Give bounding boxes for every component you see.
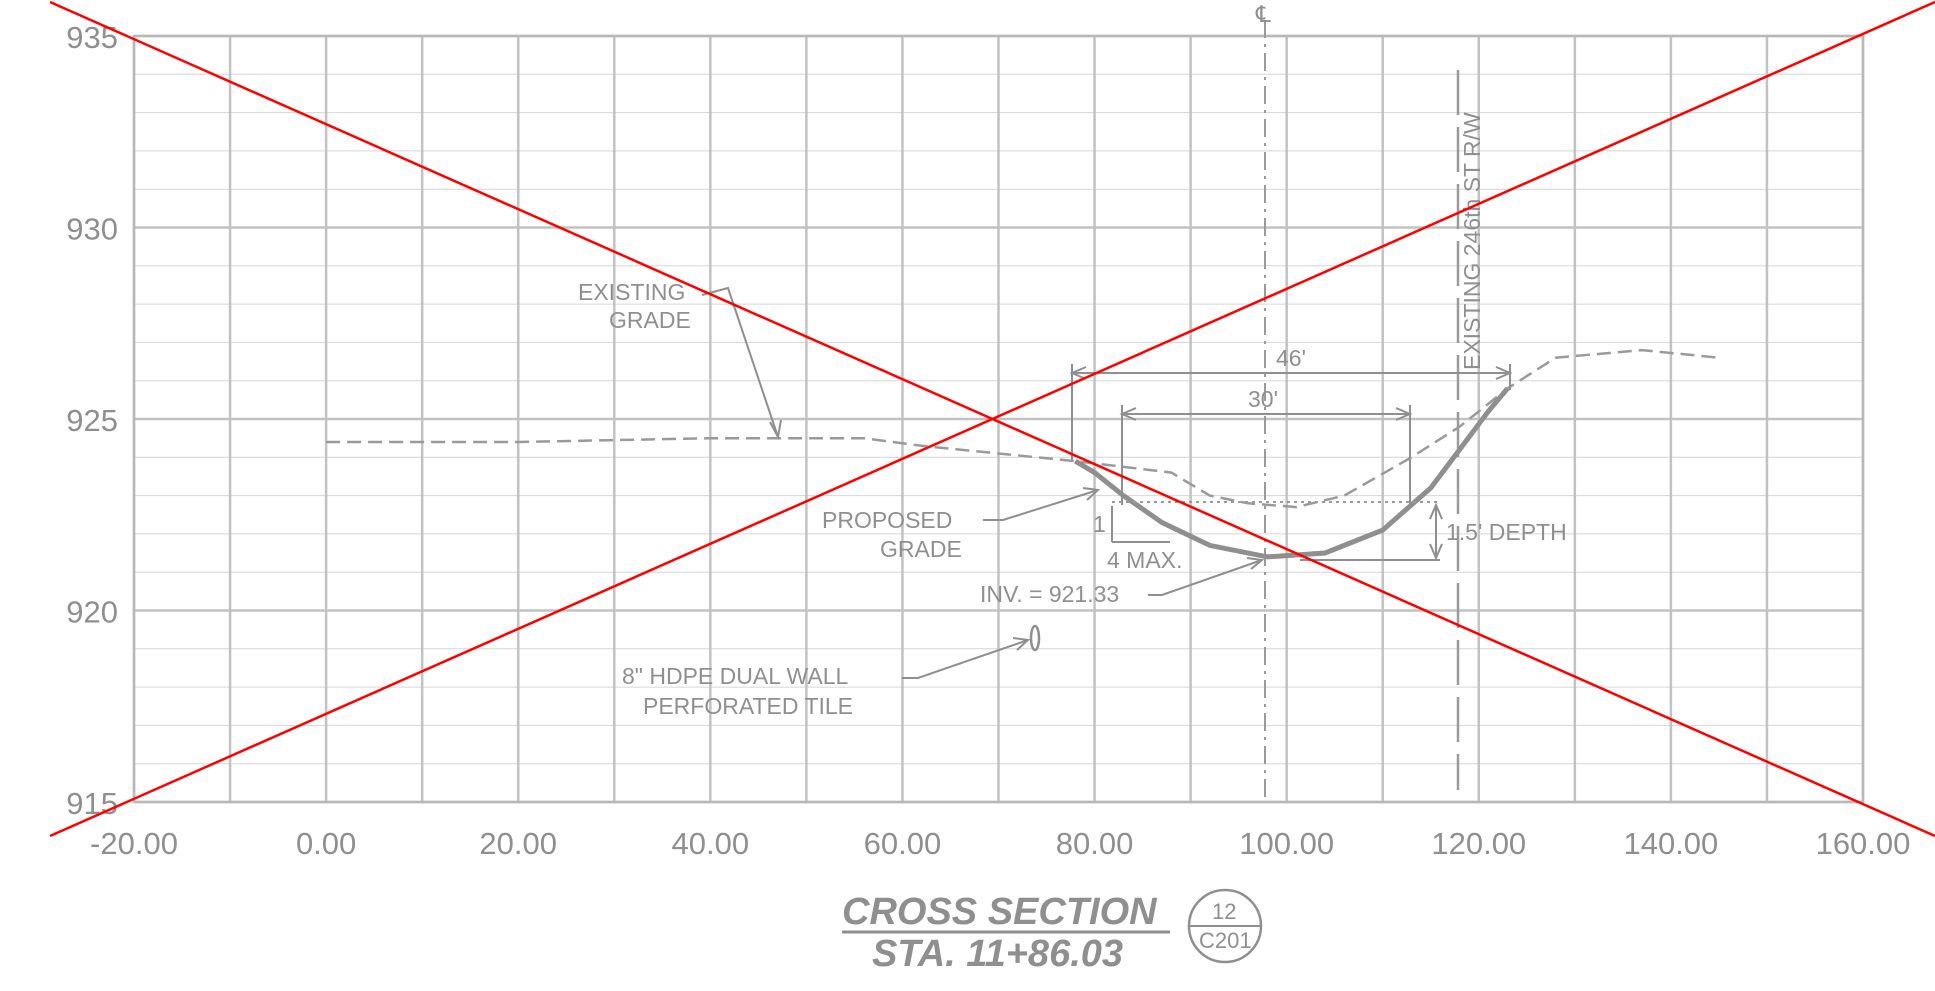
void-cross-line-2 [49, 0, 1935, 838]
x-tick-label: 100.00 [1239, 826, 1334, 861]
x-tick-label: 80.00 [1056, 826, 1134, 861]
tile-leader [902, 637, 1031, 679]
slope-indicator [1111, 506, 1170, 543]
x-tick-label: -20.00 [90, 826, 178, 861]
invert-label: INV. = 921.33 [980, 581, 1119, 607]
dimension-30 [1119, 405, 1413, 505]
existing-grade-label-1: EXISTING [578, 279, 685, 305]
centerline-symbol: ℄ [1255, 1, 1271, 27]
proposed-grade-label-1: PROPOSED [822, 507, 952, 533]
depth-label: 1.5' DEPTH [1446, 519, 1567, 545]
x-tick-label: 20.00 [479, 826, 557, 861]
existing-grade-line [326, 348, 1720, 509]
proposed-grade-label-2: GRADE [880, 536, 962, 562]
station-label: STA. 11+86.03 [872, 933, 1123, 975]
y-tick-label: 920 [66, 595, 118, 630]
reference-bubble [1187, 888, 1263, 964]
reference-sheet: C201 [1199, 928, 1252, 953]
depth-dimension [1300, 502, 1443, 561]
y-tick-label: 930 [66, 212, 118, 247]
existing-grade-label-2: GRADE [609, 307, 691, 333]
tile-label-2: PERFORATED TILE [643, 693, 853, 719]
major-grid [132, 34, 1865, 804]
x-tick-label: 0.00 [296, 826, 356, 861]
y-axis-ticks: 935 930 925 920 915 [66, 20, 118, 821]
x-axis-ticks: -20.00 0.00 20.00 40.00 60.00 80.00 100.00 120.… [90, 826, 1910, 861]
x-tick-label: 120.00 [1431, 826, 1526, 861]
x-tick-label: 60.00 [864, 826, 942, 861]
y-tick-label: 925 [66, 403, 118, 438]
reference-number: 12 [1212, 899, 1236, 924]
proposed-grade-leader [983, 487, 1101, 521]
x-tick-label: 160.00 [1816, 826, 1911, 861]
tile-label-1: 8" HDPE DUAL WALL [622, 663, 849, 689]
y-tick-label: 915 [66, 786, 118, 821]
x-tick-label: 40.00 [672, 826, 750, 861]
proposed-grade-line [1074, 386, 1510, 560]
existing-grade-leader [701, 286, 782, 441]
dimension-46 [1069, 364, 1513, 460]
section-title: CROSS SECTION [842, 891, 1158, 933]
tile-pipe-symbol [1029, 624, 1041, 652]
plot-frame [132, 34, 1865, 804]
x-tick-label: 140.00 [1623, 826, 1718, 861]
slope-rise-label: 1 [1093, 511, 1106, 537]
invert-leader [1148, 557, 1265, 596]
right-of-way-label: EXISTING 246th ST R/W [1459, 112, 1485, 370]
dimension-46-label: 46' [1276, 345, 1306, 371]
dimension-30-label: 30' [1248, 386, 1278, 412]
slope-run-label: 4 MAX. [1107, 547, 1182, 573]
y-tick-label: 935 [66, 20, 118, 55]
